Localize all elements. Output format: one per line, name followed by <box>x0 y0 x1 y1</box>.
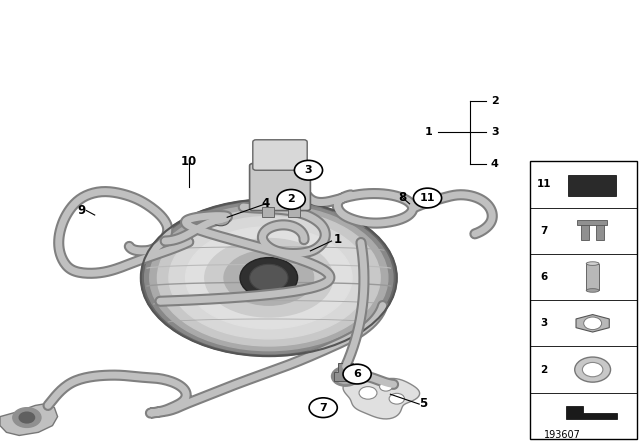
Ellipse shape <box>157 210 380 346</box>
Text: 11: 11 <box>537 180 551 190</box>
Text: 8: 8 <box>398 190 406 204</box>
Bar <box>568 176 616 196</box>
Text: 1: 1 <box>425 127 433 137</box>
Text: 11: 11 <box>420 193 435 203</box>
Text: 4: 4 <box>262 197 269 211</box>
Ellipse shape <box>150 205 388 351</box>
Ellipse shape <box>141 199 397 356</box>
Text: 3: 3 <box>491 127 499 137</box>
Polygon shape <box>576 314 609 332</box>
Bar <box>288 207 300 217</box>
Circle shape <box>250 264 288 291</box>
Text: 2: 2 <box>540 365 548 375</box>
Circle shape <box>340 373 351 380</box>
Polygon shape <box>343 379 420 419</box>
Text: 6: 6 <box>353 369 361 379</box>
Circle shape <box>332 366 360 386</box>
Circle shape <box>294 160 323 180</box>
Circle shape <box>582 362 603 377</box>
Ellipse shape <box>169 216 369 339</box>
Circle shape <box>19 412 35 423</box>
Circle shape <box>380 382 392 391</box>
Text: 9: 9 <box>77 204 85 217</box>
Bar <box>586 263 599 290</box>
Bar <box>577 220 607 225</box>
Text: 7: 7 <box>319 403 327 413</box>
Ellipse shape <box>586 262 599 265</box>
Text: 7: 7 <box>540 226 548 236</box>
Circle shape <box>240 258 298 298</box>
Text: 4: 4 <box>491 159 499 168</box>
Text: 1: 1 <box>334 233 342 246</box>
Circle shape <box>13 408 41 427</box>
FancyBboxPatch shape <box>253 140 307 170</box>
Ellipse shape <box>145 202 393 354</box>
Text: 2: 2 <box>287 194 295 204</box>
Circle shape <box>584 317 602 330</box>
Polygon shape <box>0 403 58 435</box>
Circle shape <box>277 190 305 209</box>
Polygon shape <box>334 363 357 381</box>
Ellipse shape <box>186 227 352 329</box>
Text: 6: 6 <box>540 272 548 282</box>
Bar <box>581 223 589 240</box>
Bar <box>596 223 604 240</box>
Text: 3: 3 <box>305 165 312 175</box>
Text: 5: 5 <box>420 396 428 410</box>
Ellipse shape <box>224 250 314 305</box>
Ellipse shape <box>586 289 599 292</box>
Circle shape <box>359 387 377 399</box>
Text: 2: 2 <box>491 96 499 106</box>
Text: 10: 10 <box>180 155 197 168</box>
Bar <box>262 207 274 217</box>
Text: 193607: 193607 <box>543 431 580 440</box>
Ellipse shape <box>205 238 333 317</box>
Polygon shape <box>566 406 617 419</box>
Circle shape <box>343 364 371 384</box>
Circle shape <box>389 393 404 404</box>
FancyBboxPatch shape <box>250 164 310 211</box>
Text: 3: 3 <box>540 319 548 328</box>
Bar <box>530 161 637 439</box>
Circle shape <box>309 398 337 418</box>
Circle shape <box>212 213 230 226</box>
Circle shape <box>413 188 442 208</box>
Circle shape <box>575 357 611 382</box>
Circle shape <box>335 369 356 383</box>
